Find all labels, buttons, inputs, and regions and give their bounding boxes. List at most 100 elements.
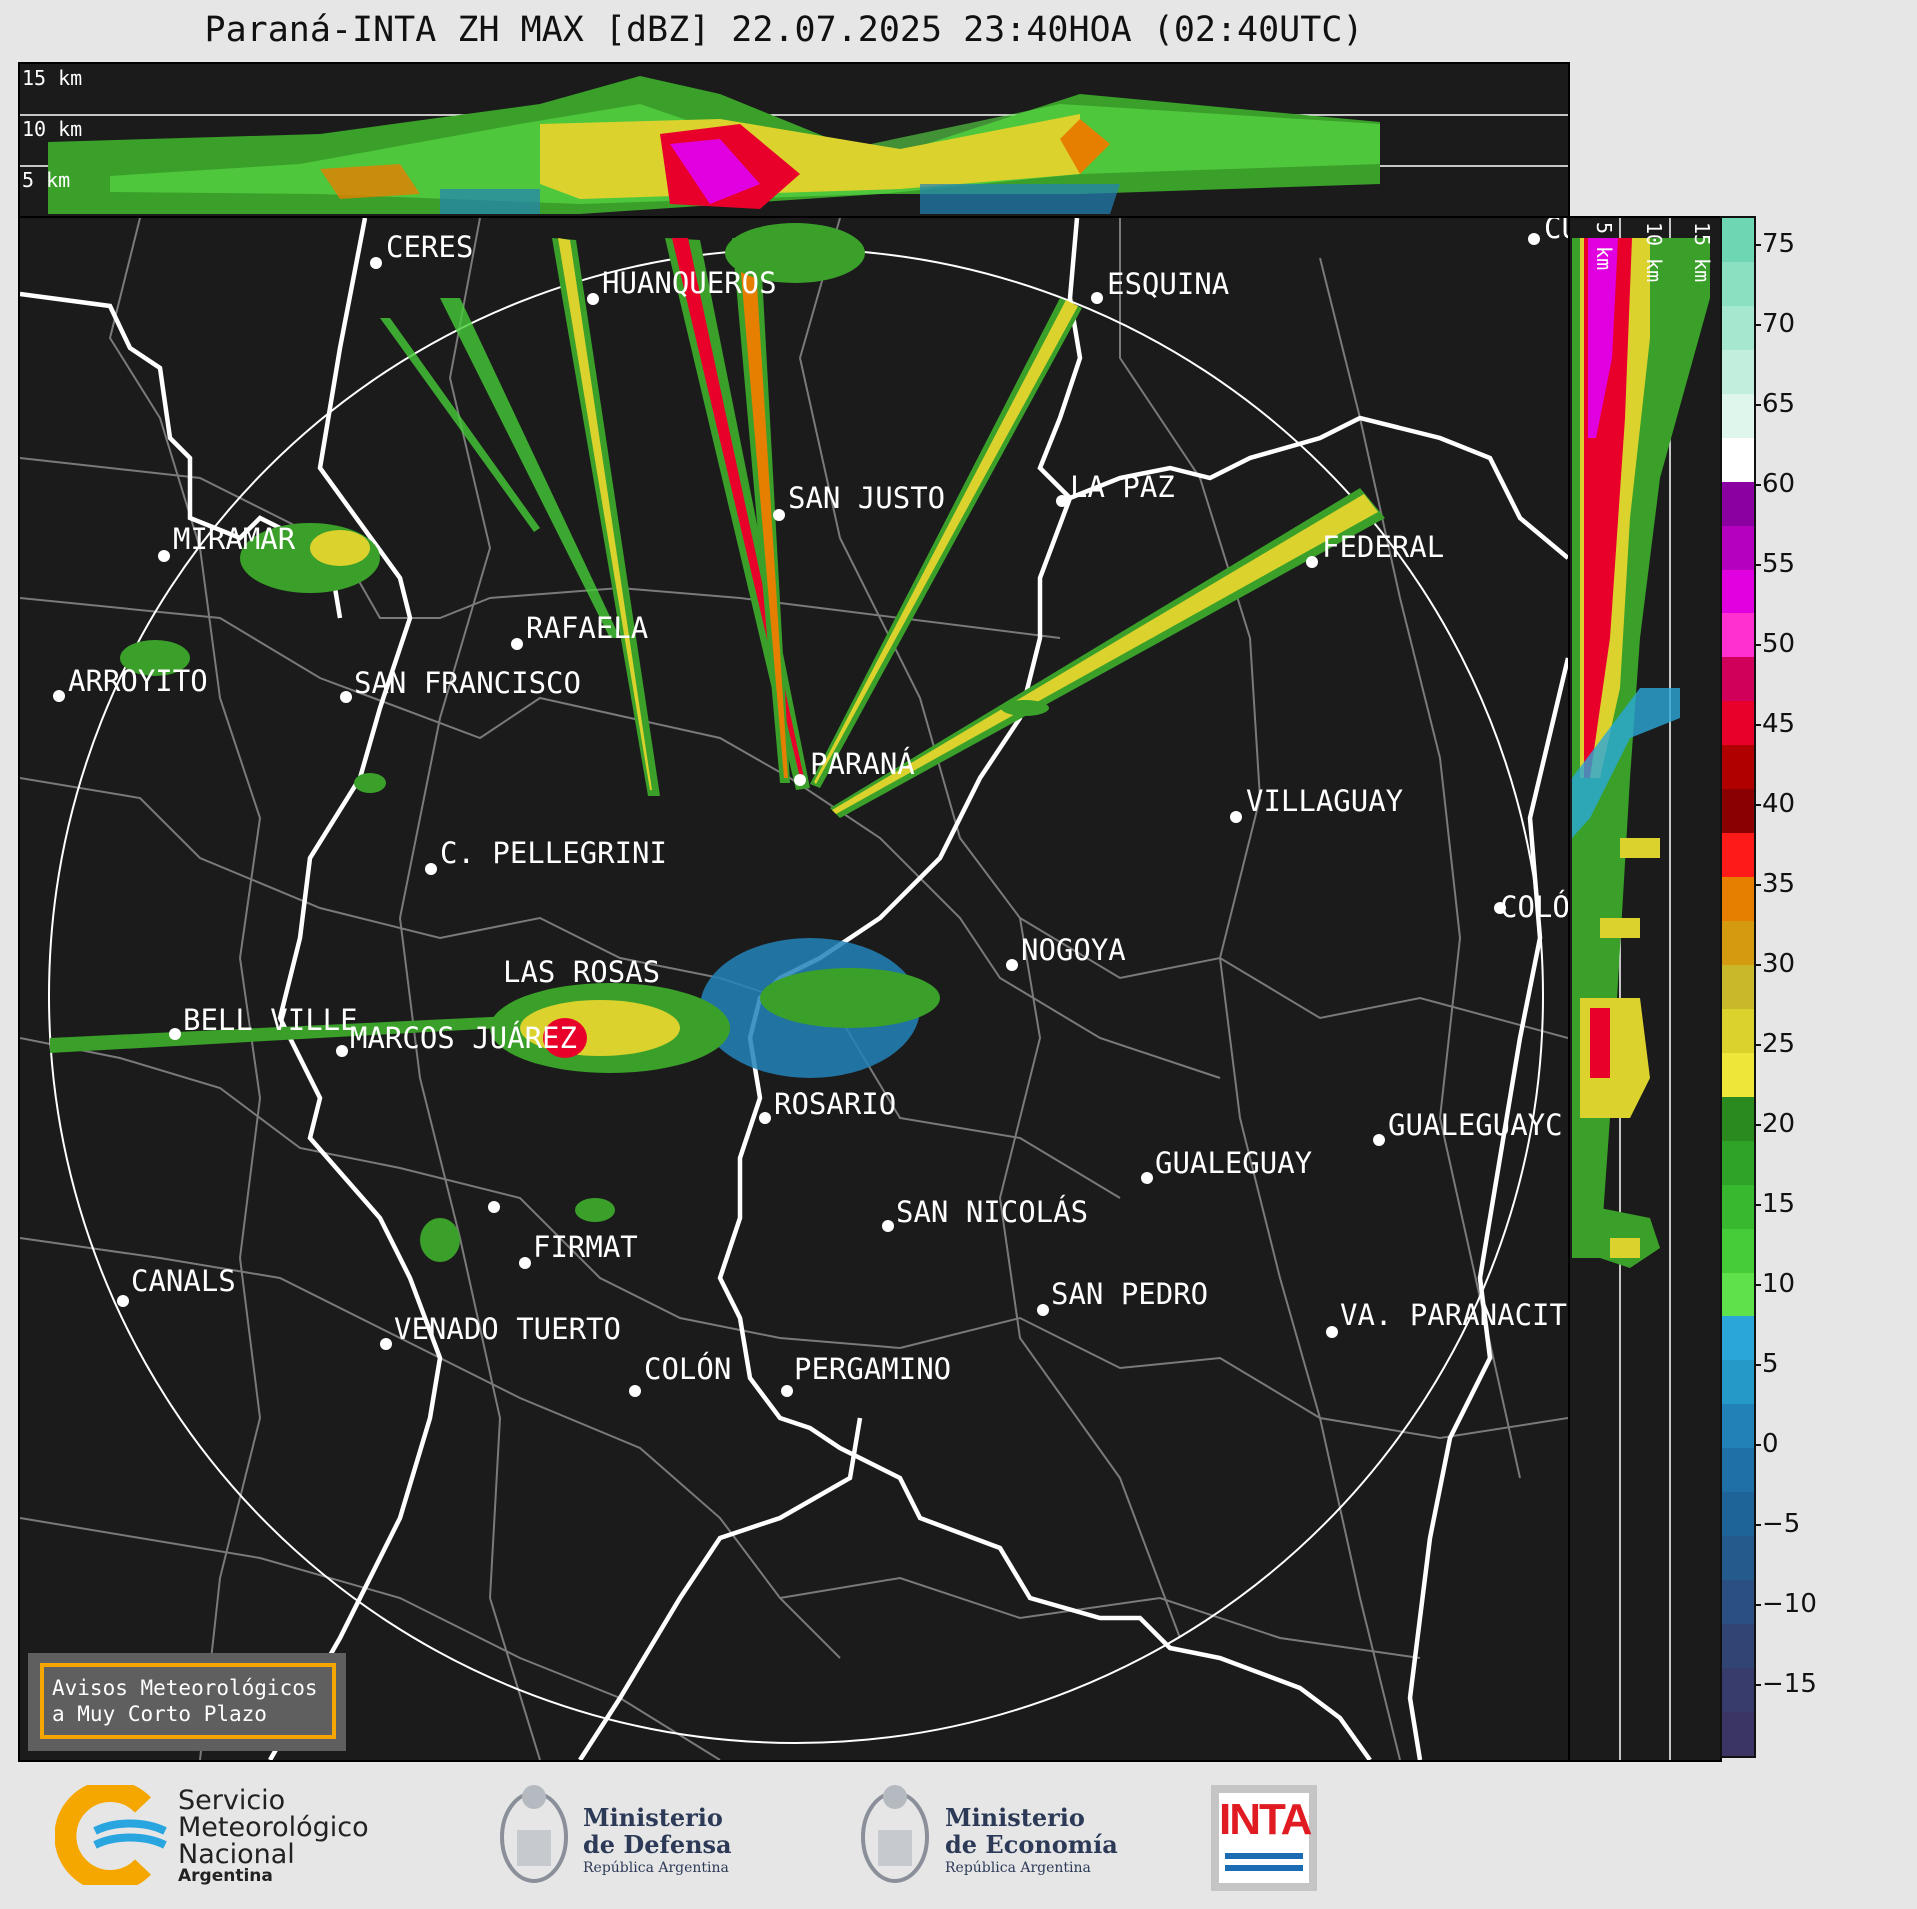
city-label: CANALS	[131, 1264, 236, 1298]
top-km-label-10: 10 km	[22, 117, 83, 141]
city-label: FEDERAL	[1322, 530, 1445, 564]
colorbar-swatch	[1722, 1140, 1754, 1185]
colorbar-tick-mark	[1755, 964, 1761, 966]
city-label: GUALEGUAYC	[1388, 1108, 1563, 1142]
radar-map-graphics	[20, 218, 1568, 1760]
top-cross-section-echoes	[20, 76, 1568, 214]
colorbar-swatch	[1722, 877, 1754, 921]
colorbar-swatch	[1722, 921, 1754, 965]
city-label: MARCOS JUÁREZ	[350, 1021, 577, 1055]
colorbar-swatch	[1722, 701, 1754, 746]
colorbar-tick-label: 50	[1762, 629, 1796, 659]
colorbar-swatch	[1722, 1360, 1754, 1405]
city-label: SAN JUSTO	[788, 481, 946, 515]
city-dot	[370, 257, 382, 269]
colorbar-swatch	[1722, 305, 1754, 350]
colorbar	[1720, 216, 1756, 1758]
colorbar-tick-label: 70	[1762, 309, 1796, 339]
colorbar-tick-mark	[1755, 1204, 1761, 1206]
side-cross-section-echoes	[1572, 218, 1710, 1760]
economia-seal-icon	[856, 1775, 934, 1895]
colorbar-swatches	[1722, 218, 1754, 1756]
smn-logo-mark	[54, 1780, 167, 1892]
colorbar-swatch	[1722, 1492, 1754, 1537]
avisos-line1: Avisos Meteorológicos	[52, 1676, 318, 1700]
radar-map-panel: CERES HUANQUEROS ESQUINA CU SAN JUSTO LA…	[18, 216, 1570, 1762]
colorbar-tick-mark	[1755, 644, 1761, 646]
colorbar-swatch	[1722, 1448, 1754, 1493]
city-dot	[1056, 495, 1068, 507]
city-dot	[1326, 1326, 1338, 1338]
province-boundaries	[20, 218, 1568, 1760]
city-label: VENADO TUERTO	[394, 1312, 621, 1346]
top-km-label-5: 5 km	[22, 168, 71, 192]
inta-logo-stripe	[1225, 1865, 1303, 1871]
inta-logo: INTA	[1211, 1785, 1317, 1891]
colorbar-tick-label: 20	[1762, 1109, 1796, 1139]
defensa-line3: República Argentina	[583, 1860, 729, 1876]
colorbar-swatch	[1722, 437, 1754, 482]
colorbar-tick-mark	[1755, 884, 1761, 886]
colorbar-swatch	[1722, 1184, 1754, 1229]
city-dot	[519, 1257, 531, 1269]
colorbar-tick-mark	[1755, 1364, 1761, 1366]
city-label: ARROYITO	[68, 664, 208, 698]
city-dot	[1528, 233, 1540, 245]
colorbar-tick-label: 25	[1762, 1029, 1796, 1059]
city-label: COLÓN	[644, 1352, 732, 1386]
city-dot	[1494, 902, 1506, 914]
colorbar-tick-label: −10	[1762, 1589, 1817, 1619]
economia-line1: Ministerio	[945, 1803, 1085, 1832]
colorbar-swatch	[1722, 525, 1754, 570]
colorbar-tick-label: 45	[1762, 709, 1796, 739]
colorbar-swatch	[1722, 657, 1754, 702]
smn-line1: Servicio	[178, 1785, 286, 1816]
city-dot	[1230, 811, 1242, 823]
colorbar-tick-mark	[1755, 1124, 1761, 1126]
smn-line2: Meteorológico	[178, 1812, 369, 1843]
colorbar-swatch	[1722, 1624, 1754, 1668]
defensa-line1: Ministerio	[583, 1803, 723, 1832]
city-dot	[794, 774, 806, 786]
colorbar-swatch	[1722, 1404, 1754, 1449]
city-label: VILLAGUAY	[1246, 784, 1404, 818]
colorbar-swatch	[1722, 1272, 1754, 1317]
colorbar-tick-label: 5	[1762, 1349, 1779, 1379]
colorbar-swatch	[1722, 1316, 1754, 1361]
colorbar-swatch	[1722, 569, 1754, 614]
city-label: CU	[1544, 216, 1568, 245]
city-dot	[773, 509, 785, 521]
colorbar-swatch	[1722, 745, 1754, 790]
city-label: CERES	[386, 230, 474, 264]
colorbar-tick-label: 10	[1762, 1269, 1796, 1299]
smn-logo	[54, 1780, 175, 1892]
colorbar-swatch	[1722, 1536, 1754, 1581]
colorbar-tick-label: 40	[1762, 789, 1796, 819]
city-label: C. PELLEGRINI	[440, 836, 667, 870]
colorbar-swatch	[1722, 789, 1754, 834]
colorbar-tick-label: 55	[1762, 549, 1796, 579]
colorbar-swatch	[1722, 964, 1754, 1009]
city-label: FIRMAT	[533, 1230, 638, 1264]
colorbar-swatch	[1722, 481, 1754, 526]
city-dot	[53, 690, 65, 702]
city-label: SAN NICOLÁS	[896, 1195, 1089, 1229]
colorbar-tick-mark	[1755, 324, 1761, 326]
city-dot	[169, 1028, 181, 1040]
colorbar-tick-mark	[1755, 1684, 1761, 1686]
colorbar-swatch	[1722, 1008, 1754, 1053]
city-label: LAS ROSAS	[503, 955, 661, 989]
colorbar-tick-label: 65	[1762, 389, 1796, 419]
city-dot	[158, 550, 170, 562]
city-label: HUANQUEROS	[602, 266, 777, 300]
city-label: PERGAMINO	[794, 1352, 952, 1386]
radar-echoes	[50, 223, 1385, 1262]
colorbar-swatch	[1722, 613, 1754, 658]
city-label: PARANÁ	[810, 747, 915, 781]
economia-line3: República Argentina	[945, 1860, 1091, 1876]
inta-logo-stripe	[1225, 1853, 1303, 1859]
side-km-label-15: 15 km	[1690, 222, 1714, 283]
colorbar-tick-mark	[1755, 1044, 1761, 1046]
city-dot	[380, 1338, 392, 1350]
city-dot	[587, 293, 599, 305]
